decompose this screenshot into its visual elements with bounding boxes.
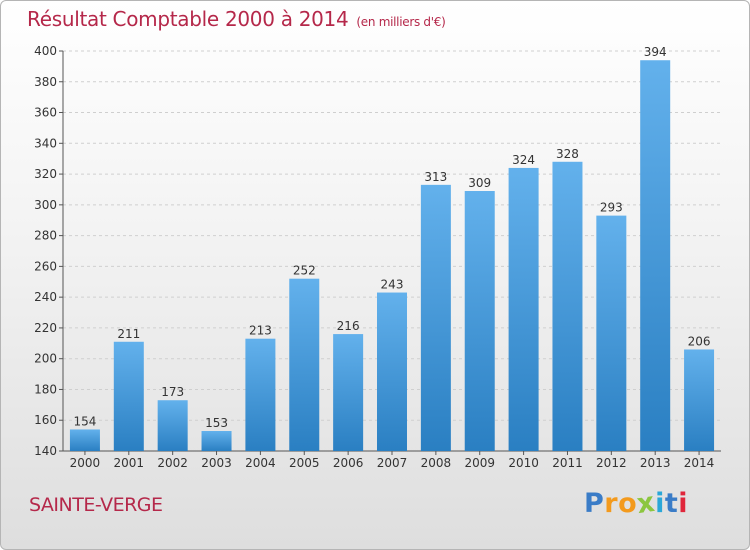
y-tick-label: 320: [34, 167, 57, 181]
bars: [69, 60, 715, 451]
bar-2012: [596, 215, 627, 451]
x-tick-label: 2000: [70, 456, 101, 470]
x-tick-label: 2007: [377, 456, 408, 470]
chart-title: Résultat Comptable 2000 à 2014 (en millie…: [27, 7, 446, 31]
y-tick-label: 180: [34, 382, 57, 396]
data-label: 216: [337, 319, 360, 333]
y-tick-label: 280: [34, 229, 57, 243]
bar-2001: [113, 341, 144, 451]
y-tick-label: 220: [34, 321, 57, 335]
y-tick-label: 200: [34, 352, 57, 366]
logo-letter: P: [584, 488, 605, 519]
y-tick-label: 400: [34, 44, 57, 58]
x-tick-label: 2004: [245, 456, 276, 470]
y-tick-label: 340: [34, 136, 57, 150]
data-label: 206: [688, 334, 711, 348]
bar-2010: [508, 167, 539, 451]
x-tick-label: 2011: [552, 456, 583, 470]
x-tick-labels: 2000 2001 2002 2003 2004 2005 2006 2007 2008 2009…: [70, 456, 715, 470]
y-tick-labels: 140 160 180 200 220 240 260 280 300 320 340 360 380 4…: [34, 44, 57, 458]
bar-2009: [464, 191, 495, 451]
data-label: 313: [424, 170, 447, 184]
x-tick-label: 2009: [464, 456, 495, 470]
x-tick-label: 2014: [684, 456, 715, 470]
bar-2004: [245, 338, 276, 451]
bar-2002: [157, 400, 188, 451]
data-label: 153: [205, 416, 228, 430]
y-tick-label: 360: [34, 106, 57, 120]
x-tick-label: 2006: [333, 456, 364, 470]
y-tick-label: 240: [34, 290, 57, 304]
bar-2014: [684, 349, 715, 451]
x-tick-label: 2008: [421, 456, 452, 470]
bar-2013: [640, 60, 671, 451]
logo-letter: r: [604, 488, 619, 519]
data-label: 293: [600, 201, 623, 215]
bar-2008: [420, 184, 451, 451]
y-tick-label: 380: [34, 75, 57, 89]
y-tick-label: 140: [34, 444, 57, 458]
x-tick-label: 2002: [157, 456, 188, 470]
bar-2011: [552, 161, 583, 451]
x-tick-label: 2013: [640, 456, 671, 470]
proxiti-logo: Proxiti: [584, 486, 689, 521]
unit-note: (en milliers d'€): [356, 15, 446, 29]
chart-title-text: Résultat Comptable 2000 à 2014: [27, 7, 349, 31]
data-label: 243: [381, 278, 404, 292]
data-label: 324: [512, 153, 535, 167]
logo-letter: x: [635, 486, 658, 521]
x-tick-label: 2005: [289, 456, 320, 470]
logo-letter: i: [655, 488, 665, 519]
y-tick-label: 260: [34, 259, 57, 273]
data-label: 252: [293, 264, 316, 278]
bar-2006: [333, 334, 364, 451]
data-labels: 154 211 173 153 213 252 216 243 313 309 324 328 293 3…: [73, 45, 710, 430]
data-label: 213: [249, 324, 272, 338]
logo-letter: o: [618, 488, 638, 519]
data-label: 154: [73, 414, 96, 428]
x-tick-label: 2001: [114, 456, 145, 470]
y-tick-label: 160: [34, 413, 57, 427]
y-tick-label: 300: [34, 198, 57, 212]
x-tick-label: 2003: [201, 456, 232, 470]
data-label: 394: [644, 45, 667, 59]
bar-2005: [289, 278, 320, 451]
data-label: 328: [556, 147, 579, 161]
x-tick-label: 2012: [596, 456, 627, 470]
commune-name: SAINTE-VERGE: [29, 494, 163, 516]
bar-2007: [377, 292, 407, 451]
logo-letter: t: [664, 488, 679, 519]
x-tick-label: 2010: [508, 456, 539, 470]
data-label: 309: [468, 176, 491, 190]
bar-2000: [69, 429, 100, 451]
data-label: 173: [161, 385, 184, 399]
logo-letter: i: [678, 488, 689, 519]
data-label: 211: [117, 327, 140, 341]
bar-2003: [201, 431, 232, 451]
